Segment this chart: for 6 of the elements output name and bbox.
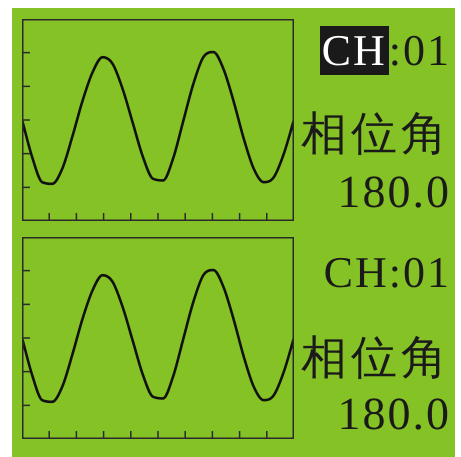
text: 相位角 (301, 108, 451, 159)
text: 相位角 (301, 332, 451, 383)
text: CH:01 (324, 248, 451, 297)
text: 180.0 (338, 166, 451, 217)
text: CH:01 (320, 26, 451, 75)
text: 180.0 (338, 388, 451, 439)
